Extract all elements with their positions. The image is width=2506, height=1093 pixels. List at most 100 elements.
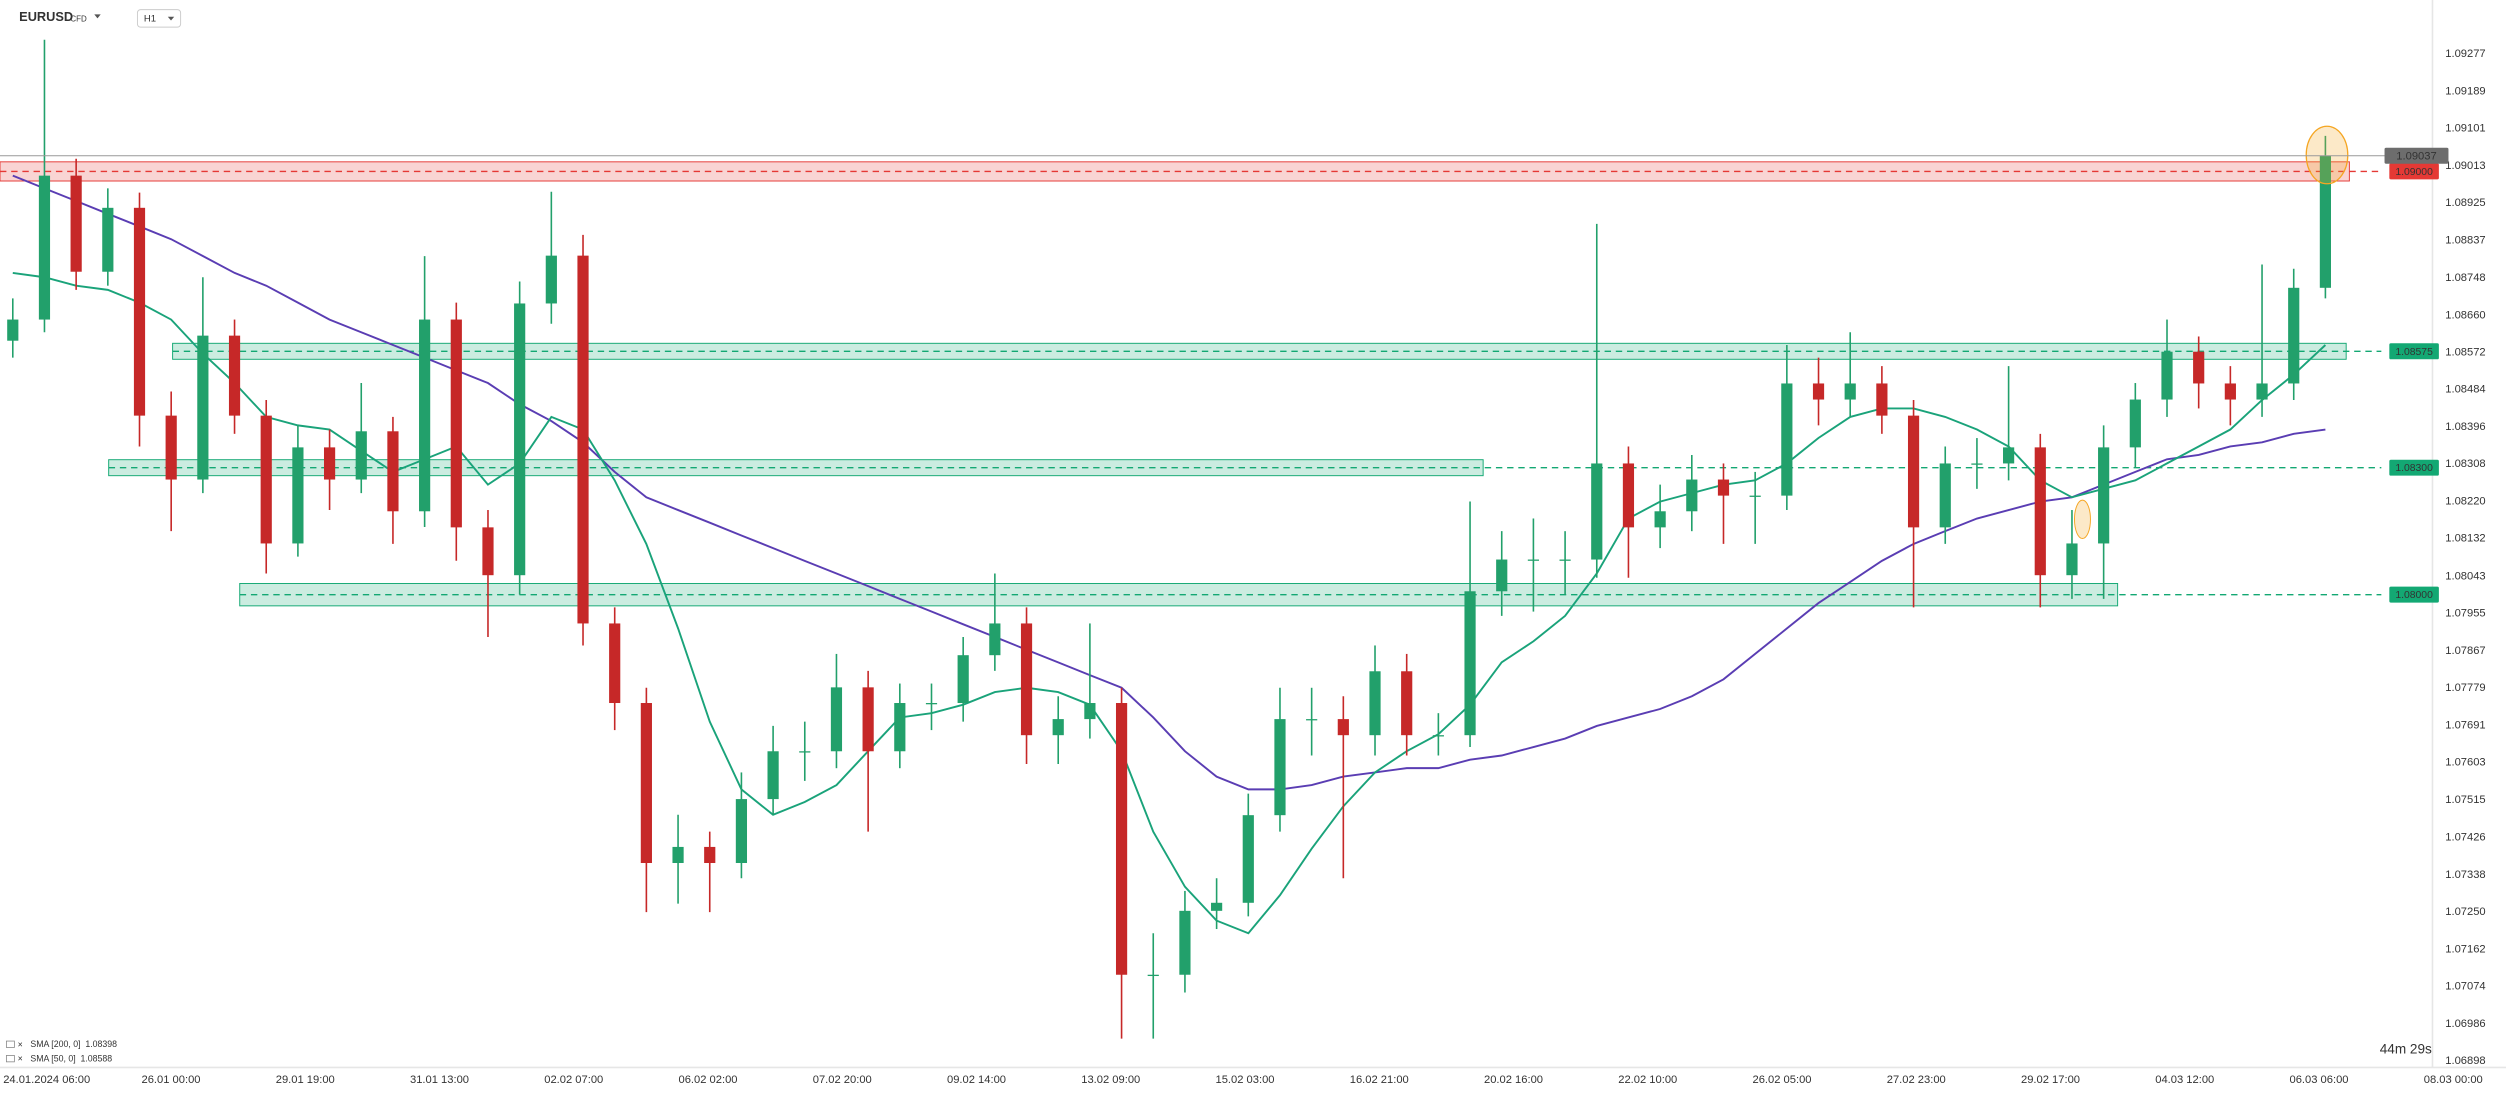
legend-icon[interactable] (5, 1040, 15, 1048)
candle-body (1115, 703, 1128, 975)
candle-body (1654, 511, 1666, 528)
candle-body (640, 703, 652, 864)
x-tick-label: 16.02 21:00 (1350, 1074, 1409, 1086)
candle-body (1369, 671, 1381, 736)
y-tick-label: 1.06898 (2445, 1055, 2485, 1067)
legend-icon[interactable] (5, 1055, 15, 1063)
x-tick-label: 31.01 13:00 (410, 1074, 469, 1086)
candle-body (2129, 399, 2141, 448)
symbol-dropdown[interactable] (94, 14, 101, 19)
level-label: 1.08300 (2395, 463, 2433, 474)
candle-body (1686, 479, 1698, 512)
candle-body (70, 175, 82, 272)
candle-body (2319, 155, 2331, 288)
x-tick-label: 26.01 00:00 (141, 1074, 200, 1086)
indicator-legend: × SMA [200, 0] 1.08398 × SMA [50, 0] 1.085… (5, 1039, 117, 1064)
candle-body (228, 335, 241, 416)
y-tick-label: 1.07779 (2445, 682, 2485, 694)
level-label: 1.08000 (2395, 590, 2433, 601)
legend-name: SMA [200, 0] (30, 1039, 80, 1049)
x-tick-label: 22.02 10:00 (1618, 1074, 1677, 1086)
x-tick-label: 26.02 05:00 (1752, 1074, 1811, 1086)
y-tick-label: 1.08220 (2445, 496, 2485, 508)
y-tick-label: 1.08132 (2445, 533, 2485, 545)
y-tick-label: 1.07955 (2445, 608, 2485, 620)
timeframe-button[interactable] (136, 9, 182, 28)
candle-body (1242, 815, 1254, 903)
x-tick-label: 27.02 23:00 (1887, 1074, 1946, 1086)
candle-body (2224, 383, 2236, 400)
candle-body (165, 415, 177, 480)
candle-body (1020, 623, 1033, 736)
candle-body (2034, 447, 2046, 576)
timeframe-dropdown (167, 16, 175, 21)
instrument-type: CFD (70, 14, 87, 23)
candles (7, 39, 2331, 1039)
candle-body (735, 799, 748, 864)
candle-body (767, 751, 779, 800)
candle-body (1749, 495, 1761, 497)
candle-body (2193, 351, 2205, 384)
candle-body (1876, 383, 1888, 416)
level-label-box (2389, 586, 2439, 603)
candle-body (704, 846, 716, 864)
y-tick-label: 1.08043 (2445, 570, 2485, 582)
y-tick-label: 1.08748 (2445, 272, 2485, 284)
x-tick-label: 13.02 09:00 (1081, 1074, 1140, 1086)
candle-body (925, 703, 938, 705)
highlight (2305, 125, 2349, 185)
candle-body (1496, 559, 1508, 592)
overlay (2074, 125, 2349, 539)
level-label-box (2389, 459, 2439, 476)
candle-body (2066, 543, 2078, 576)
candle-body (1211, 902, 1223, 911)
x-tick-label: 06.03 06:00 (2289, 1074, 2348, 1086)
candle-body (957, 655, 969, 704)
legend-value: 1.08588 (80, 1054, 112, 1064)
candle-body (482, 527, 494, 576)
candle-body (38, 175, 51, 320)
x-tick-label: 06.02 02:00 (678, 1074, 737, 1086)
y-tick-label: 1.07162 (2445, 943, 2485, 955)
legend-remove[interactable]: × (18, 1039, 23, 1049)
candle-body (1179, 910, 1191, 975)
x-tick-label: 02.02 07:00 (544, 1074, 603, 1086)
candle-body (292, 447, 304, 544)
x-tick-label: 20.02 16:00 (1484, 1074, 1543, 1086)
candle-body (1052, 719, 1064, 736)
candle-body (387, 431, 399, 512)
candle-body (672, 846, 684, 864)
candle-body (1559, 559, 1571, 561)
y-tick-label: 1.07426 (2445, 832, 2485, 844)
candle-body (894, 703, 906, 752)
candle-body (1337, 719, 1349, 736)
candle-body (1464, 591, 1476, 736)
y-tick-label: 1.08660 (2445, 309, 2485, 321)
candle-body (1781, 383, 1793, 496)
y-tick-label: 1.09277 (2445, 48, 2485, 60)
candle-body (830, 687, 843, 752)
candle-body (545, 255, 557, 304)
header: EURUSD CFD H1 (19, 9, 182, 28)
candle-body (2098, 447, 2110, 544)
highlight (2074, 499, 2091, 539)
candle-body (609, 623, 621, 704)
candle-body (1939, 463, 1951, 528)
candle-body (2161, 351, 2173, 400)
candle-body (7, 319, 19, 341)
x-tick-label: 29.01 19:00 (276, 1074, 335, 1086)
candle-body (1907, 415, 1920, 528)
candle-body (2256, 383, 2268, 400)
x-tick-label: 29.02 17:00 (2021, 1074, 2080, 1086)
level-label-box (2389, 163, 2439, 180)
current-price-box (2384, 147, 2449, 164)
level-label: 1.08575 (2395, 347, 2433, 358)
candle-body (1527, 559, 1540, 561)
legend-remove[interactable]: × (18, 1054, 23, 1064)
symbol[interactable]: EURUSD (19, 9, 73, 24)
candle-body (355, 431, 367, 480)
x-tick-label: 07.02 20:00 (813, 1074, 872, 1086)
y-tick-label: 1.08925 (2445, 197, 2485, 209)
